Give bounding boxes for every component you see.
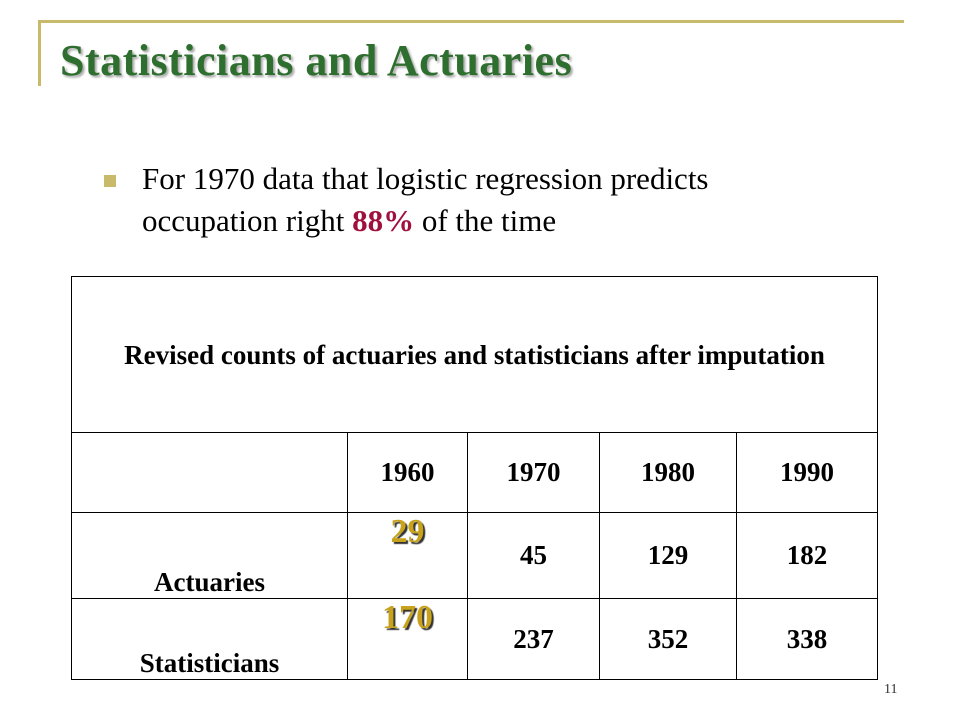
imputed-value: 29: [347, 512, 468, 599]
slide-title: Statisticians and Actuaries: [60, 36, 573, 85]
table-row: Statisticians 170 237 352 338: [71, 598, 879, 680]
year-header: 1980: [599, 432, 737, 513]
counts-table: Revised counts of actuaries and statisti…: [70, 276, 879, 680]
row-label-actuaries: Actuaries: [71, 512, 348, 599]
row-label-statisticians: Statisticians: [71, 598, 348, 680]
table-cell: 182: [735, 512, 879, 599]
bullet-square-icon: [104, 175, 116, 187]
bullet-text-before: For 1970 data that logistic regression p…: [142, 161, 709, 238]
table-cell: 129: [599, 512, 737, 599]
year-header: 1970: [467, 432, 600, 513]
table-cell: 338: [735, 598, 879, 680]
table-row: Actuaries 29 45 129 182: [71, 512, 879, 599]
bullet-point: For 1970 data that logistic regression p…: [104, 158, 844, 242]
year-header: 1990: [735, 432, 879, 513]
table-cell: 352: [599, 598, 737, 680]
imputed-value: 170: [347, 598, 468, 680]
table-cell: 237: [467, 598, 600, 680]
frame-left-rule: [38, 20, 41, 86]
page-number: 11: [884, 682, 898, 697]
table-caption: Revised counts of actuaries and statisti…: [70, 276, 879, 433]
table-cell: 45: [467, 512, 600, 599]
bullet-highlight: 88%: [352, 203, 415, 238]
bullet-text-after: of the time: [414, 203, 557, 238]
bullet-text: For 1970 data that logistic regression p…: [142, 158, 844, 242]
table-corner-cell: [71, 432, 348, 513]
frame-top-rule: [38, 20, 904, 23]
year-header: 1960: [347, 432, 468, 513]
